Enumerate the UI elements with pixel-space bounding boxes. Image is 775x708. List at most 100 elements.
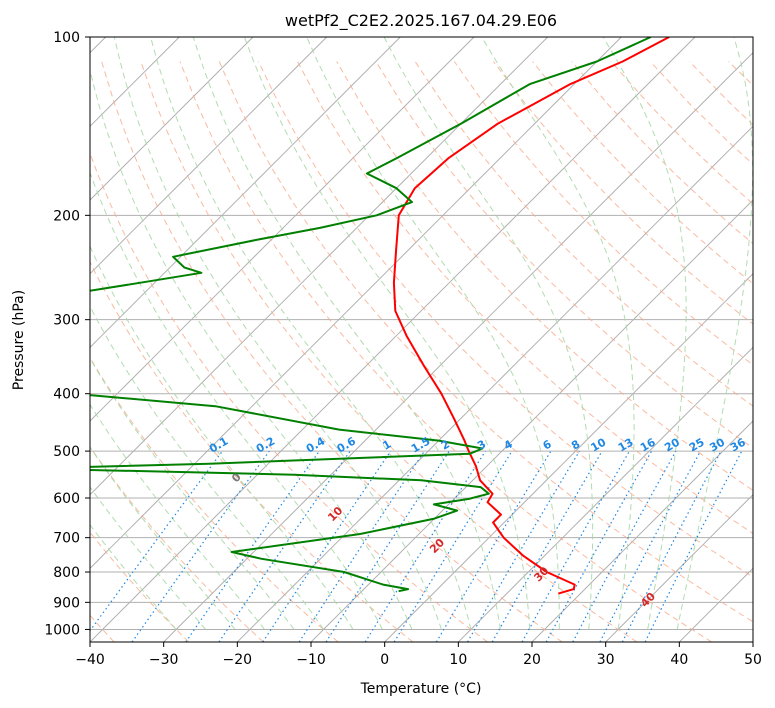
moist-adiabat-line: [113, 37, 442, 630]
moist-adiabat-line: [90, 524, 177, 630]
mixing-ratio-line: [572, 450, 677, 642]
mixing-ratio-line: [185, 450, 320, 642]
x-tick-label: −40: [75, 652, 105, 668]
moist-adiabat-line: [306, 37, 560, 630]
dry-adiabat-line: [218, 61, 753, 623]
moist-adiabat-line: [243, 37, 531, 630]
isotherm-line: [531, 420, 753, 642]
mixing-ratio-label: 0.4: [304, 434, 328, 455]
dry-adiabat-line: [101, 61, 563, 642]
y-tick-label: 700: [53, 531, 80, 547]
mixing-ratio-line: [325, 450, 450, 642]
mixing-ratio-label: 10: [589, 435, 609, 454]
mixing-ratio-label: 2: [439, 438, 452, 453]
mixing-ratio-line: [90, 450, 223, 632]
chart-title: wetPf2_C2E2.2025.167.04.29.E06: [285, 11, 557, 31]
plot-frame: [89, 36, 754, 643]
moist-adiabat-line: [90, 403, 265, 630]
moist-adiabat-line: [90, 67, 413, 630]
axis-ticks: −40 −30 −20 −10 0 10 20 30 40 5010020030040050060…: [44, 30, 762, 668]
moist-adiabat-line: [90, 446, 236, 630]
mixing-ratio-label: 0.2: [254, 435, 277, 456]
x-tick-label: −30: [149, 652, 179, 668]
moist-adiabat-line: [90, 357, 295, 630]
y-tick-label: 600: [53, 491, 80, 507]
mixing-ratio-line: [599, 450, 702, 642]
mixing-ratio-line: [364, 450, 486, 642]
mixing-ratio-line: [521, 450, 631, 642]
isotherm-line: [90, 37, 696, 642]
dry-adiabat-line: [90, 260, 414, 642]
x-axis-label: Temperature (°C): [360, 681, 482, 697]
dry-adiabat-line: [257, 61, 753, 578]
y-tick-label: 1000: [44, 622, 80, 638]
dry-adiabat-line: [297, 61, 753, 535]
moist-adiabat-line: [383, 37, 594, 630]
mixing-ratio-label: 30: [707, 435, 727, 454]
mixing-ratio-label: 6: [541, 437, 554, 452]
x-tick-label: 20: [523, 652, 541, 668]
dry-adiabat-line: [768, 62, 775, 643]
mixing-ratio-line: [393, 450, 513, 642]
isotherm-line: [457, 346, 753, 642]
y-tick-label: 100: [53, 30, 80, 46]
dry-adiabat-line: [90, 531, 190, 642]
mixing-ratio-line: [435, 450, 552, 642]
x-tick-label: 30: [597, 652, 615, 668]
dry-adiabat-line: [90, 151, 488, 642]
y-tick-label: 400: [53, 387, 80, 403]
y-tick-label: 200: [53, 208, 80, 224]
isotherm-line: [236, 125, 753, 642]
y-tick-label: 300: [53, 313, 80, 329]
isotherm-line: [678, 567, 753, 642]
mixing-ratio-label: 20: [662, 435, 682, 454]
mixing-ratio-line: [545, 450, 653, 642]
dewpoint-profile-line: [90, 37, 652, 593]
moist-adiabat-line: [481, 37, 635, 630]
dry-adiabat-line: [571, 61, 753, 245]
isotherm-line: [90, 37, 254, 201]
isotherm-line: [605, 493, 753, 642]
dry-adiabat-line: [728, 61, 753, 87]
dry-adiabat-label: -10: [65, 325, 88, 348]
mixing-ratio-line: [131, 450, 270, 642]
isotherm-line: [384, 272, 753, 642]
moist-adiabat-line: [676, 37, 753, 630]
moist-adiabat-line: [602, 37, 687, 630]
x-tick-label: −10: [296, 652, 326, 668]
x-tick-label: 10: [449, 652, 467, 668]
mixing-ratio-line: [218, 450, 351, 642]
isotherm-line: [163, 51, 753, 642]
mixing-ratio-label: 36: [728, 435, 748, 454]
y-tick-label: 900: [53, 595, 80, 611]
mixing-ratio-label: 0.1: [207, 435, 230, 456]
temperature-profile-line: [392, 37, 670, 595]
isotherm-line: [90, 37, 328, 275]
dry-adiabat-line: [689, 61, 753, 126]
moist-adiabat-line: [90, 486, 207, 630]
isotherm-line: [752, 641, 753, 642]
mixing-ratio-line: [298, 450, 425, 642]
moist-adiabat-line: [150, 37, 472, 630]
isotherm-line: [90, 37, 549, 496]
x-tick-label: −20: [223, 652, 253, 668]
y-axis-label: Pressure (hPa): [11, 290, 27, 390]
mixing-ratio-line: [466, 450, 580, 642]
mixing-ratio-label: 8: [569, 438, 582, 453]
x-tick-label: 0: [380, 652, 389, 668]
mixing-ratio-line: [262, 450, 392, 642]
dry-adiabat-line: [90, 356, 339, 642]
mixing-ratio-line: [644, 450, 743, 642]
dry-adiabat-line: [336, 61, 753, 491]
plot-area: 0.10.20.40.611.52346810131620253036-100-…: [65, 37, 775, 643]
y-tick-label: 800: [53, 565, 80, 581]
isotherm-line: [90, 37, 622, 570]
mixing-ratio-label: 1: [380, 438, 393, 453]
mixing-ratio-label: 16: [638, 435, 658, 454]
moist-adiabat-line: [90, 245, 354, 630]
dry-adiabat-line: [453, 61, 753, 366]
dry-adiabat-line: [649, 61, 753, 165]
dry-adiabat-line: [90, 446, 264, 642]
y-tick-label: 500: [53, 444, 80, 460]
